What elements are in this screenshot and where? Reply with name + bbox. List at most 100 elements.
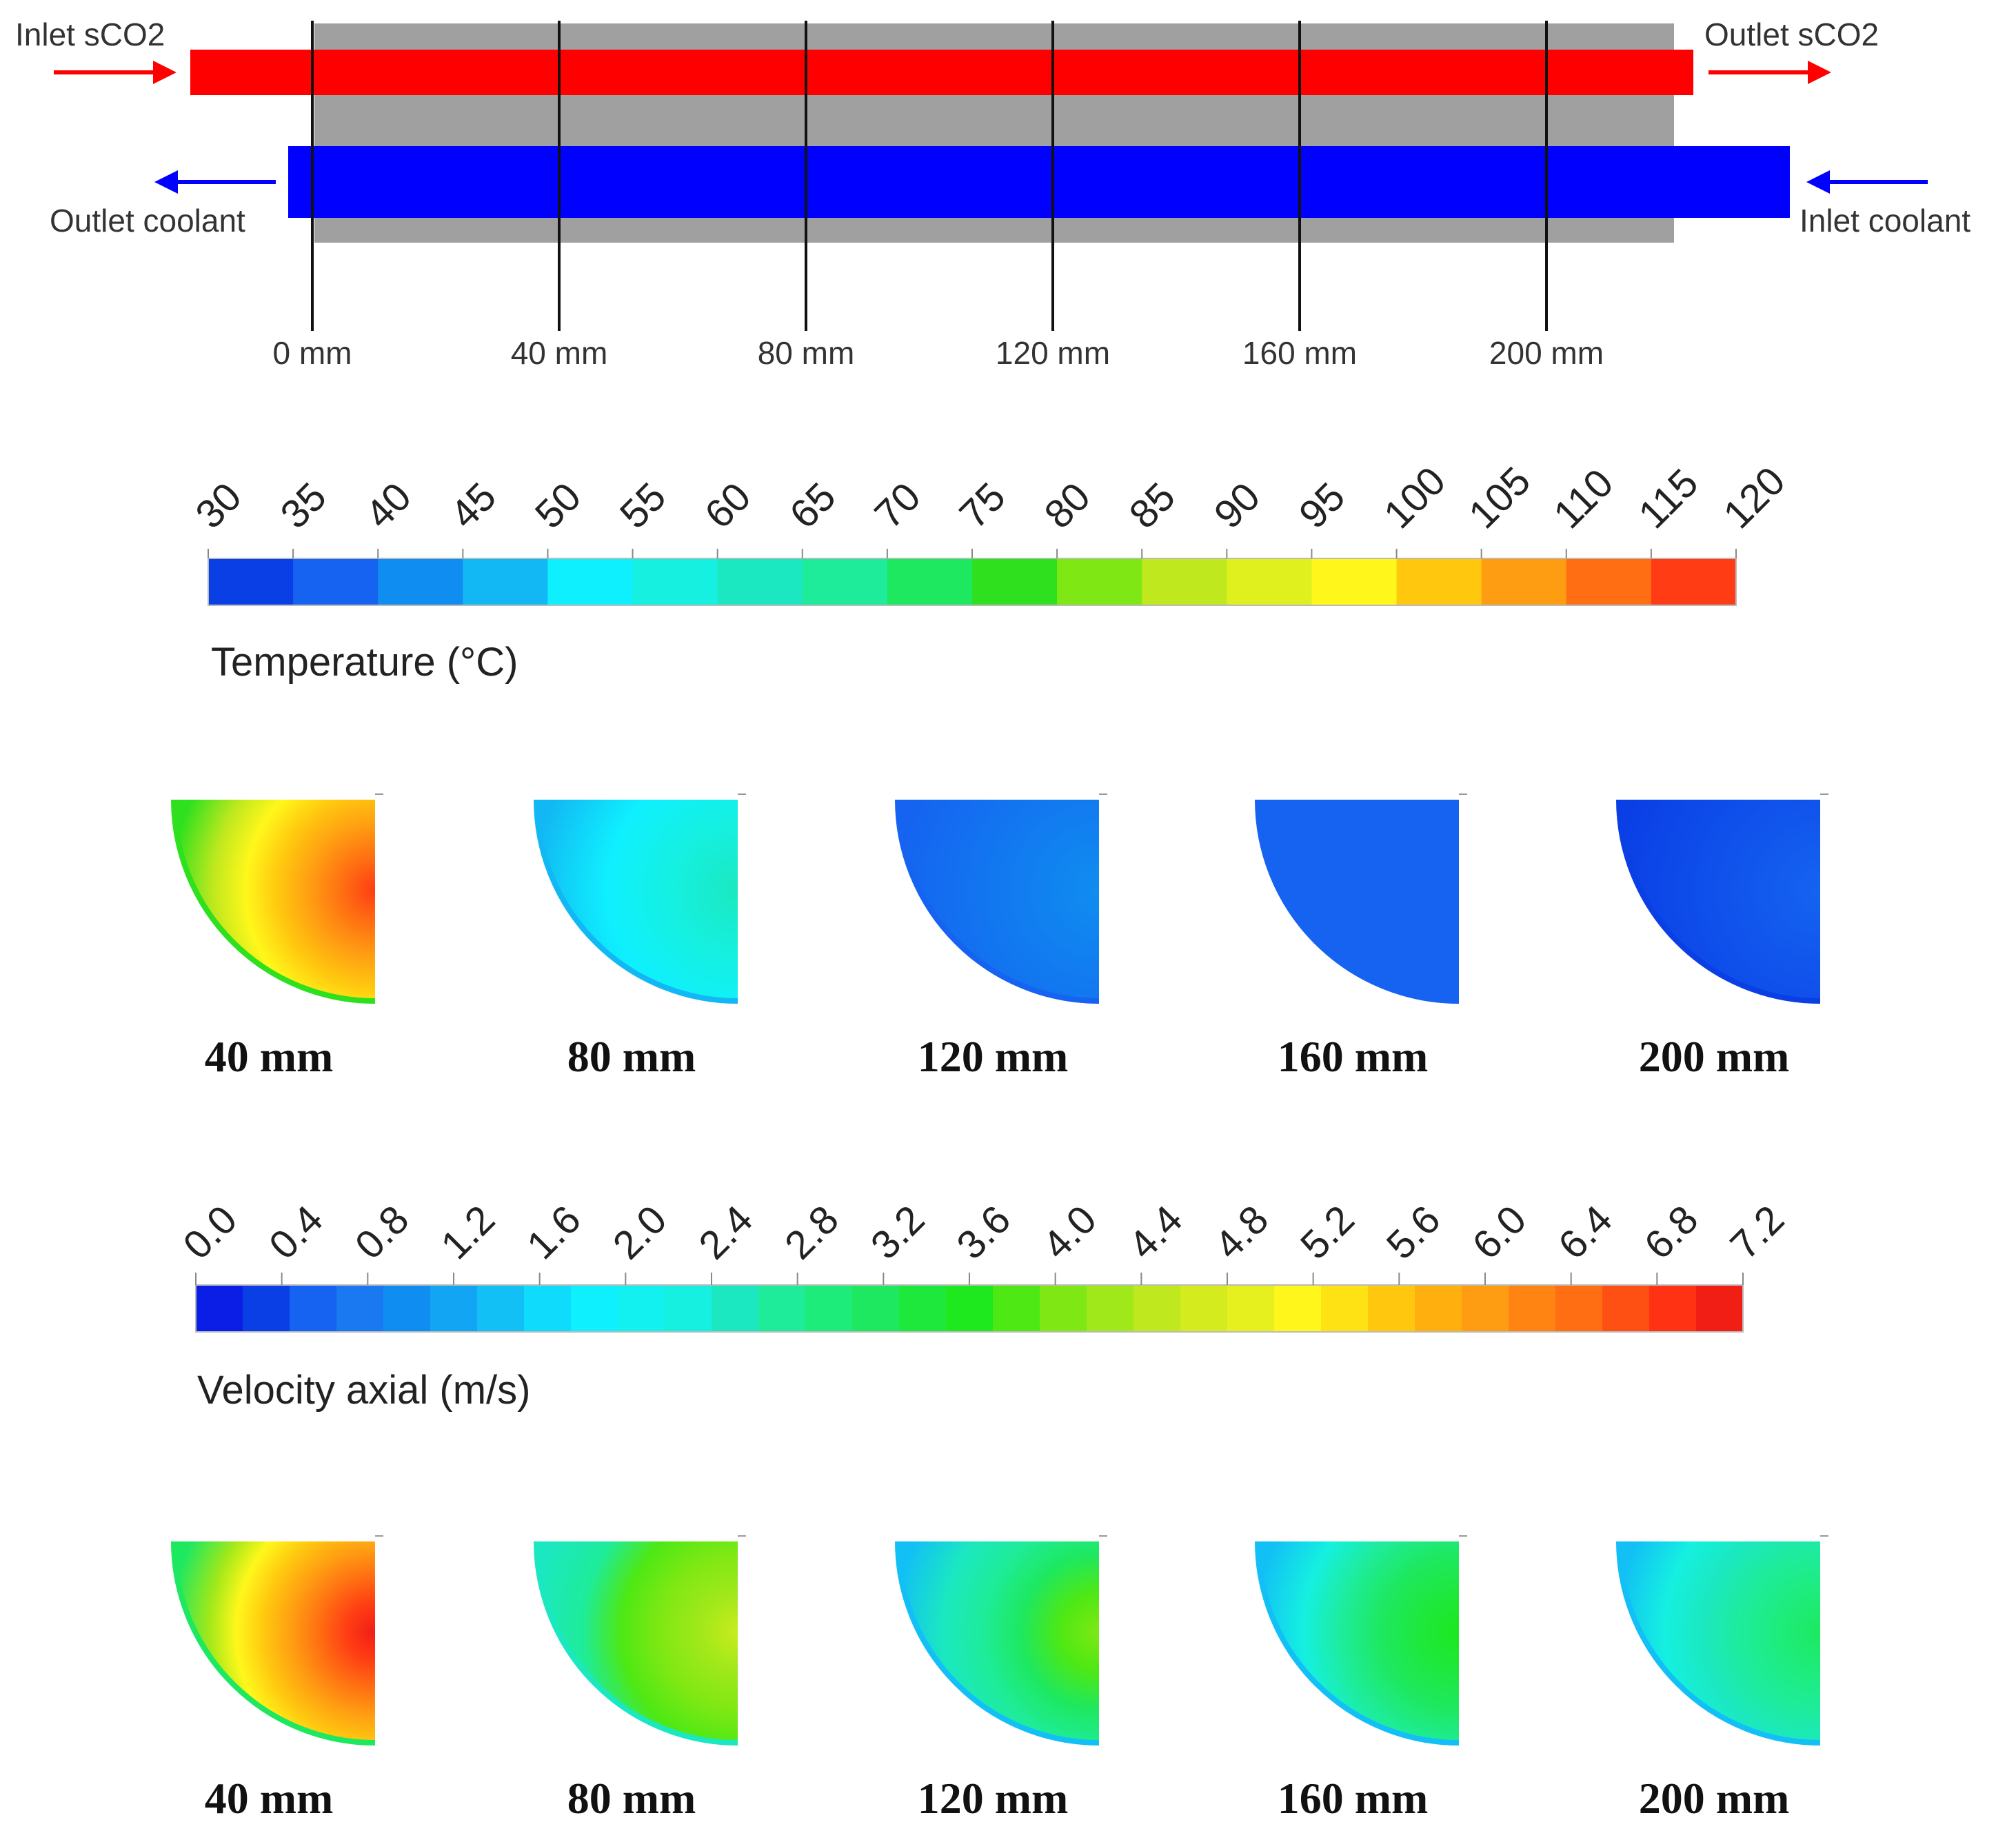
inlet-sco2-arrow-icon <box>54 61 177 84</box>
section-label: 160 mm <box>1278 1774 1429 1823</box>
legend-swatch <box>383 1285 431 1332</box>
legend-swatch <box>946 1285 994 1332</box>
legend-tick-label: 1.2 <box>432 1197 503 1268</box>
section-label: 80 mm <box>567 1032 696 1081</box>
cross-section: 80 mm <box>534 1535 746 1823</box>
legend-tick-label: 3.2 <box>863 1197 934 1268</box>
section-label: 80 mm <box>567 1774 696 1823</box>
section-wall-edge <box>534 1541 738 1746</box>
legend-tick-label: 95 <box>1291 474 1354 538</box>
legend-swatch <box>618 1285 665 1332</box>
section-wall-edge <box>1255 1541 1460 1746</box>
station-label: 120 mm <box>996 335 1110 371</box>
cross-section: 80 mm <box>534 793 746 1081</box>
section-label: 40 mm <box>205 1774 334 1823</box>
station-label: 0 mm <box>273 335 352 371</box>
legend-swatch <box>1142 558 1227 605</box>
legend-tick-label: 115 <box>1630 461 1706 537</box>
temperature-legend-title: Temperature (°C) <box>211 640 518 685</box>
contour-quarter-section <box>1258 1541 1459 1743</box>
contour-quarter-section <box>1258 800 1459 1001</box>
legend-swatch <box>1087 1285 1134 1332</box>
cross-section: 160 mm <box>1255 793 1467 1081</box>
legend-tick-label: 120 <box>1715 458 1793 537</box>
legend-swatch <box>1227 558 1313 605</box>
legend-swatch <box>805 1285 853 1332</box>
section-label: 200 mm <box>1639 1774 1790 1823</box>
legend-swatch <box>1040 1285 1087 1332</box>
legend-tick-label: 4.8 <box>1206 1197 1277 1268</box>
section-label: 40 mm <box>205 1032 334 1081</box>
legend-swatch <box>1227 1285 1275 1332</box>
legend-tick-label: 65 <box>781 474 845 538</box>
legend-tick-label: 0.0 <box>174 1197 245 1268</box>
station-label: 200 mm <box>1489 335 1604 371</box>
section-label: 160 mm <box>1278 1032 1429 1081</box>
contour-quarter-section <box>1619 1541 1820 1743</box>
legend-swatch <box>1396 558 1482 605</box>
legend-swatch <box>1555 1285 1603 1332</box>
legend-swatch <box>802 558 888 605</box>
legend-swatch <box>336 1285 384 1332</box>
contour-quarter-section <box>898 800 1099 1001</box>
section-wall-edge <box>1616 799 1821 1004</box>
legend-tick-label: 100 <box>1375 458 1454 537</box>
legend-swatch <box>477 1285 525 1332</box>
section-label: 120 mm <box>918 1774 1069 1823</box>
inlet-coolant-arrow-icon <box>1806 170 1928 194</box>
section-wall-edge <box>1616 1541 1821 1746</box>
contour-quarter-section <box>1619 800 1820 1001</box>
velocity-legend: 0.0 0.4 0.8 1.2 1.6 2.0 2.4 2.8 3.2 3.6 4.0 4.4 4.8 5… <box>174 1197 1793 1413</box>
legend-tick-label: 55 <box>612 474 675 538</box>
legend-swatch <box>547 558 634 605</box>
section-wall-edge <box>171 1541 376 1746</box>
legend-swatch <box>717 558 803 605</box>
cold-coolant-channel <box>288 146 1790 218</box>
contour-quarter-section <box>536 1541 738 1743</box>
section-wall-edge <box>534 799 738 1004</box>
legend-swatch <box>852 1285 900 1332</box>
temperature-legend: 30 35 40 45 50 55 60 65 70 75 80 85 90 95 100 105 110 115… <box>187 458 1793 685</box>
legend-swatch <box>293 558 379 605</box>
legend-swatch <box>972 558 1058 605</box>
outlet-coolant-label: Outlet coolant <box>50 203 245 239</box>
legend-tick-label: 85 <box>1120 474 1184 538</box>
legend-swatch <box>1509 1285 1556 1332</box>
legend-swatch <box>290 1285 337 1332</box>
legend-tick-label: 6.0 <box>1464 1197 1535 1268</box>
section-label: 120 mm <box>918 1032 1069 1081</box>
legend-swatch <box>1274 1285 1322 1332</box>
contour-quarter-section <box>174 1541 375 1743</box>
legend-swatch <box>1311 558 1398 605</box>
legend-swatch <box>1368 1285 1415 1332</box>
legend-swatch <box>1133 1285 1181 1332</box>
legend-tick-label: 60 <box>696 474 760 538</box>
legend-tick-label: 105 <box>1460 458 1539 537</box>
legend-swatch <box>1696 1285 1744 1332</box>
legend-tick-label: 30 <box>187 474 250 538</box>
legend-swatch <box>712 1285 759 1332</box>
legend-tick-label: 6.8 <box>1636 1197 1707 1268</box>
legend-tick-label: 70 <box>866 474 929 538</box>
legend-tick-label: 2.8 <box>776 1197 847 1268</box>
hot-sco2-channel <box>190 50 1693 95</box>
legend-tick-label: 35 <box>272 474 335 538</box>
legend-tick-label: 4.0 <box>1034 1197 1105 1268</box>
velocity-cross-sections: 40 mm 80 mm 120 mm 160 mm 200 mm <box>171 1535 1828 1823</box>
legend-swatch <box>887 558 973 605</box>
legend-swatch <box>1462 1285 1509 1332</box>
legend-tick-label: 40 <box>356 474 420 538</box>
legend-tick-label: 1.6 <box>518 1197 589 1268</box>
velocity-legend-title: Velocity axial (m/s) <box>197 1368 530 1413</box>
section-wall-edge <box>895 1541 1100 1746</box>
legend-swatch <box>378 558 463 605</box>
legend-tick-label: 75 <box>951 474 1014 538</box>
legend-swatch <box>196 1285 243 1332</box>
legend-swatch <box>571 1285 618 1332</box>
legend-swatch <box>243 1285 290 1332</box>
temperature-cross-sections: 40 mm 80 mm 120 mm 160 mm 200 mm <box>171 793 1828 1081</box>
cross-section: 40 mm <box>171 793 383 1081</box>
legend-tick-label: 0.8 <box>347 1197 418 1268</box>
section-wall-edge <box>171 799 376 1004</box>
legend-tick-label: 2.0 <box>605 1197 676 1268</box>
